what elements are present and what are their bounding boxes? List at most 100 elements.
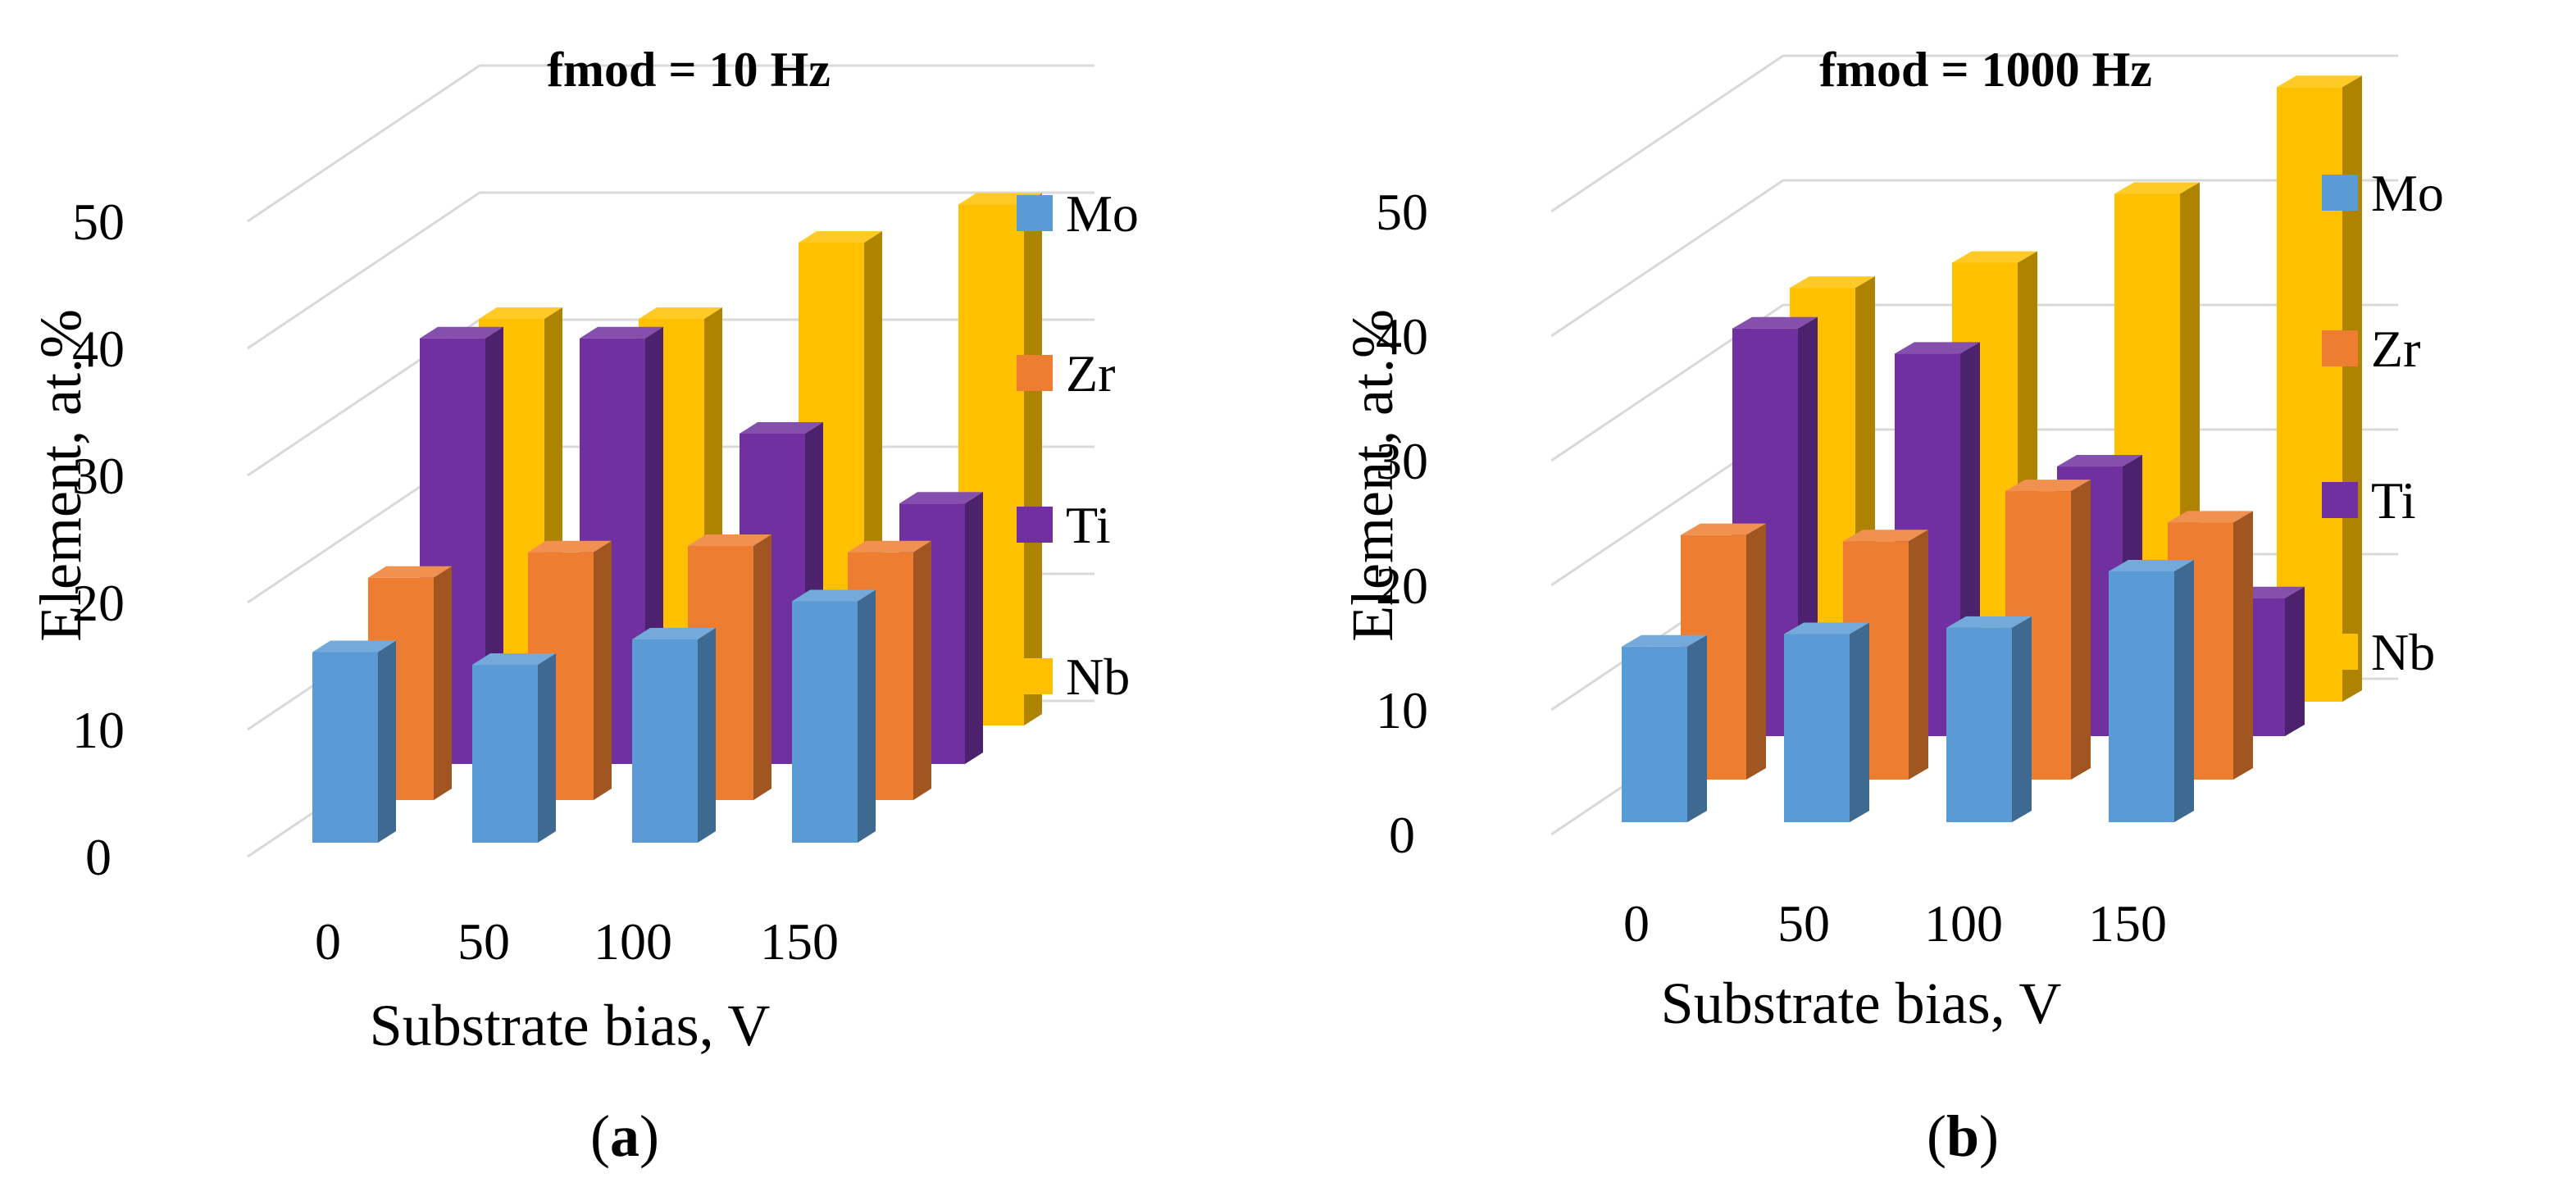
y-axis-label: Element, at.% — [28, 309, 93, 642]
bar-side — [1024, 193, 1042, 725]
caption-label: b — [1946, 1103, 1979, 1169]
legend-label-mo: Mo — [1066, 184, 1139, 243]
bar-top — [1622, 634, 1707, 647]
bar-side — [2012, 616, 2032, 822]
legend: Mo Zr Ti Nb — [1017, 184, 1139, 706]
panel-caption: (a) — [590, 1103, 659, 1169]
bar-front — [472, 665, 538, 843]
bar-side — [913, 540, 931, 800]
bar-side — [1850, 622, 1869, 822]
bar-side — [858, 589, 876, 843]
bar-top — [312, 640, 396, 653]
caption-label: a — [610, 1103, 639, 1169]
chart-b: 0 10 20 30 40 50 0 50 100 150 Substrate bias, V Ele… — [1340, 43, 2444, 1169]
bar-front — [1784, 634, 1850, 822]
bar-side — [1909, 530, 1928, 780]
bar-side — [378, 640, 396, 843]
bar-top — [792, 589, 876, 602]
x-tick-label: 50 — [1777, 894, 1830, 953]
legend-swatch-zr — [1017, 355, 1053, 391]
bar-side — [2071, 480, 2091, 780]
legend: Mo Zr Ti Nb — [2322, 164, 2444, 681]
bar-side — [594, 540, 612, 800]
bar-front — [1946, 627, 2012, 822]
y-tick-label: 30 — [1376, 432, 1428, 490]
caption-close: ) — [1979, 1103, 1999, 1169]
y-axis-label: Element, at.% — [1340, 309, 1405, 642]
bar-top — [688, 534, 771, 546]
y-tick-label: 20 — [72, 574, 125, 632]
bar-top — [799, 231, 882, 243]
bar-side — [1687, 634, 1707, 822]
bar-top — [2277, 75, 2362, 88]
bar-top — [2109, 560, 2194, 571]
bar-side — [1746, 523, 1766, 780]
y-tick-label: 20 — [1376, 557, 1428, 615]
bar-mo-0 — [312, 640, 396, 843]
bar-mo-0 — [1622, 634, 1707, 822]
x-axis-label: Substrate bias, V — [370, 993, 771, 1058]
panel-caption: (b) — [1927, 1103, 1999, 1169]
bar-top — [2057, 455, 2142, 467]
chart-title: fmod = 10 Hz — [547, 43, 831, 97]
caption-open: ( — [1927, 1103, 1946, 1169]
bar-mo-100 — [1946, 616, 2032, 822]
bar-top — [580, 326, 663, 339]
bar-top — [1895, 342, 1980, 354]
x-tick-label: 100 — [594, 912, 672, 971]
bar-top — [1784, 622, 1869, 634]
y-tick-label: 10 — [72, 701, 125, 759]
bar-front — [312, 652, 378, 843]
bar-top — [528, 540, 612, 553]
gridline-diag — [1550, 179, 1784, 338]
bar-top — [2114, 182, 2200, 194]
y-tick-label: 0 — [85, 828, 112, 886]
bar-side — [2174, 560, 2194, 822]
legend-label-nb: Nb — [1066, 648, 1130, 706]
x-tick-label: 150 — [760, 912, 839, 971]
bar-side — [434, 566, 452, 800]
legend-swatch-mo — [1017, 195, 1053, 231]
bar-top — [1952, 251, 2037, 263]
caption-close: ) — [639, 1103, 659, 1169]
bar-mo-50 — [472, 653, 556, 843]
bar-side — [2342, 75, 2362, 703]
x-tick-label: 50 — [457, 912, 510, 971]
legend-swatch-nb — [1017, 658, 1053, 694]
x-tick-label: 0 — [315, 912, 341, 971]
x-tick-label: 0 — [1623, 894, 1650, 953]
y-tick-label: 40 — [72, 320, 125, 378]
bar-top — [2005, 480, 2091, 492]
bar-front — [632, 639, 698, 843]
bar-top — [1732, 316, 1818, 329]
bar-front — [1622, 646, 1687, 822]
legend-swatch-nb — [2322, 634, 2358, 670]
bar-top — [420, 326, 503, 339]
bar-top — [368, 566, 452, 578]
bar-top — [472, 653, 556, 665]
x-axis-label: Substrate bias, V — [1661, 971, 2062, 1036]
x-tick-label: 150 — [2088, 894, 2167, 953]
bar-top — [740, 422, 823, 434]
bar-side — [2233, 511, 2253, 780]
chart-title: fmod = 1000 Hz — [1819, 43, 2152, 97]
caption-open: ( — [590, 1103, 610, 1169]
bar-top — [1790, 276, 1875, 289]
legend-swatch-mo — [2322, 175, 2358, 211]
legend-label-ti: Ti — [1066, 496, 1111, 554]
bar-top — [848, 540, 931, 553]
y-tick-label: 30 — [72, 447, 125, 505]
y-tick-label: 10 — [1376, 681, 1428, 739]
y-tick-label: 50 — [1376, 183, 1428, 241]
bar-top — [2168, 511, 2253, 523]
gridline-diag — [247, 64, 480, 223]
bar-side — [2285, 586, 2305, 736]
legend-label-zr: Zr — [2371, 320, 2420, 378]
y-tick-label: 50 — [72, 193, 125, 251]
bar-top — [479, 307, 562, 319]
bar-mo-50 — [1784, 622, 1869, 822]
bar-top — [639, 307, 722, 319]
bar-front — [792, 601, 858, 843]
bar-side — [698, 628, 716, 843]
